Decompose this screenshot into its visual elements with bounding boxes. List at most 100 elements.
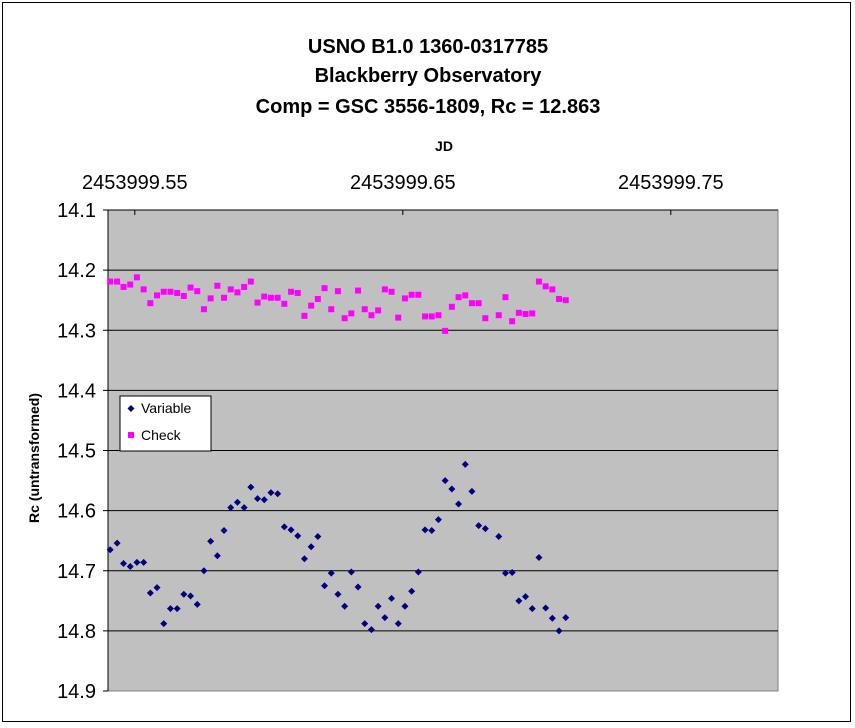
variable-point [495, 532, 503, 540]
variable-point [307, 543, 315, 551]
chart-svg: USNO B1.0 1360-0317785 Blackberry Observ… [26, 36, 779, 703]
check-point [422, 313, 429, 320]
variable-point [528, 605, 536, 613]
y-tick-label: 14.7 [57, 561, 96, 583]
y-tick-label: 14.4 [57, 380, 96, 402]
variable-point [401, 602, 409, 610]
x-tick-label: 2453999.55 [82, 172, 188, 194]
check-point [468, 300, 475, 307]
check-point [388, 288, 395, 295]
check-point [140, 286, 147, 293]
check-point [234, 289, 241, 296]
chart-title-line-2: Blackberry Observatory [315, 65, 543, 87]
series-variable [106, 460, 570, 635]
variable-point [294, 532, 302, 540]
variable-point [327, 569, 335, 577]
variable-point [300, 555, 308, 563]
check-point [133, 274, 140, 281]
check-point [415, 291, 422, 298]
check-point [475, 300, 482, 307]
variable-point [522, 593, 530, 601]
variable-point [515, 597, 523, 605]
variable-point [468, 487, 476, 495]
variable-point [220, 526, 228, 534]
variable-point [461, 460, 469, 468]
variable-point [113, 539, 121, 547]
check-point [227, 286, 234, 293]
check-point [147, 300, 154, 307]
variable-point [180, 590, 188, 598]
check-point [401, 295, 408, 302]
variable-point [341, 602, 349, 610]
check-point [529, 310, 536, 317]
variable-point [555, 627, 563, 635]
check-point [120, 283, 127, 290]
variable-point [146, 589, 154, 597]
variable-point [408, 587, 416, 595]
series-check [107, 274, 569, 334]
legend-variable-marker [127, 405, 135, 412]
y-axis-label: Rc (untransformed) [26, 393, 42, 523]
variable-point [542, 604, 550, 612]
variable-point [374, 602, 382, 610]
variable-point [126, 563, 134, 571]
variable-point [434, 516, 442, 524]
check-point [127, 281, 134, 288]
check-point [381, 286, 388, 293]
variable-point [481, 525, 489, 533]
variable-point [394, 620, 402, 628]
variable-point [200, 567, 208, 575]
variable-point [448, 485, 456, 493]
variable-point [166, 605, 174, 613]
check-point [301, 312, 308, 319]
check-point [187, 284, 194, 291]
variable-point [562, 614, 570, 622]
variable-point [267, 489, 275, 497]
y-ticks: 14.1 14.2 14.3 14.4 14.5 14.6 14.7 14.8 14.9 [57, 200, 108, 703]
y-tick-label: 14.8 [57, 621, 96, 643]
check-point [274, 294, 281, 301]
legend-variable-label: Variable [141, 400, 192, 416]
chart-title-line-3: Comp = GSC 3556-1809, Rc = 12.863 [256, 96, 601, 118]
check-point [207, 295, 214, 302]
check-point [515, 309, 522, 316]
y-tick-label: 14.1 [57, 200, 96, 222]
variable-point [321, 582, 329, 590]
check-point [556, 295, 563, 302]
check-point [180, 292, 187, 299]
x-tick-label: 2453999.65 [350, 172, 456, 194]
variable-point [334, 590, 342, 598]
variable-point [501, 569, 509, 577]
check-point [368, 312, 375, 319]
variable-point [173, 605, 181, 613]
check-point [535, 278, 542, 285]
check-point [442, 327, 449, 334]
legend-check-label: Check [141, 427, 182, 443]
variable-point [254, 495, 262, 503]
check-point [495, 312, 502, 319]
variable-point [187, 592, 195, 600]
y-tick-label: 14.3 [57, 320, 96, 342]
variable-point [280, 523, 288, 531]
y-tick-label: 14.6 [57, 501, 96, 523]
check-point [214, 282, 221, 289]
y-tick-label: 14.2 [57, 260, 96, 282]
check-point [448, 303, 455, 310]
check-point [522, 311, 529, 318]
variable-point [247, 483, 255, 491]
variable-point [367, 626, 375, 634]
variable-point [441, 477, 449, 485]
variable-point [260, 496, 268, 504]
variable-point [106, 546, 114, 554]
check-point [375, 307, 382, 314]
check-point [341, 315, 348, 322]
check-point [241, 283, 248, 290]
check-point [174, 289, 181, 296]
check-point [428, 313, 435, 320]
variable-point [455, 500, 463, 508]
check-point [200, 306, 207, 313]
variable-point [508, 569, 516, 577]
chart-title-line-1: USNO B1.0 1360-0317785 [308, 36, 548, 58]
variable-point [207, 537, 215, 545]
